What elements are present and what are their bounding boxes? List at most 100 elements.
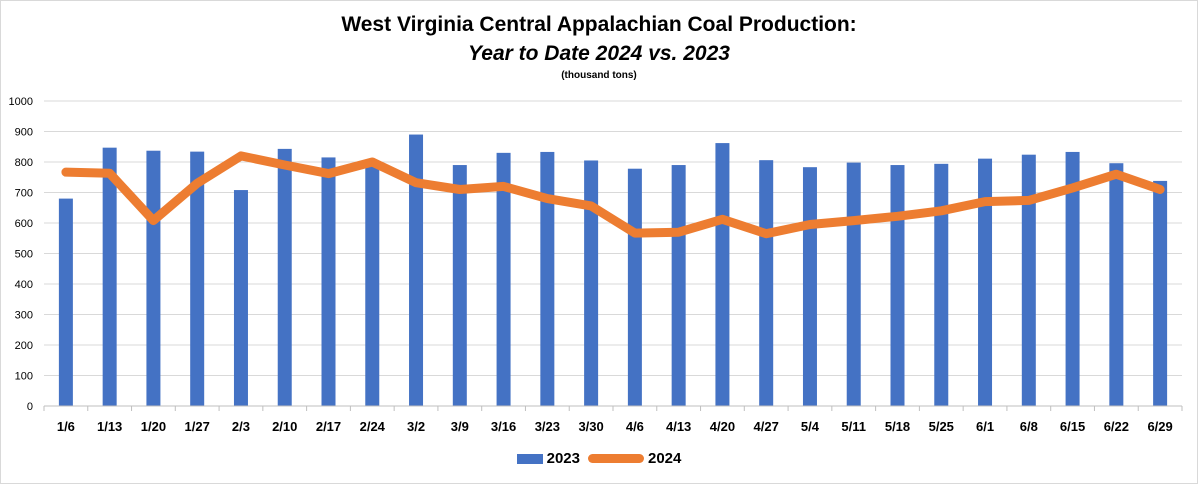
line-2024-path [61, 151, 1165, 239]
bar-2023-2/10 [277, 148, 292, 406]
point-2024-1/13 [109, 172, 111, 174]
bar-2023-4/27 [759, 160, 774, 406]
point-2024-6/22 [1115, 173, 1117, 175]
point-2024-1/20 [152, 220, 154, 222]
bar-2023-3/16 [496, 152, 511, 406]
point-2024-5/11 [853, 220, 855, 222]
point-2024-3/30 [590, 205, 592, 207]
point-2024-6/1 [984, 201, 986, 203]
x-tick-label-6/8: 6/8 [1020, 419, 1038, 434]
legend-label-2023: 2023 [546, 450, 580, 467]
point-2024-5/4 [809, 224, 811, 226]
bar-2023-4/6 [627, 168, 642, 406]
point-2024-2/3 [240, 155, 242, 157]
point-2024-4/13 [678, 231, 680, 233]
x-tick-label-3/2: 3/2 [407, 419, 425, 434]
x-tick-label-3/16: 3/16 [491, 419, 516, 434]
bar-2023-3/30 [584, 160, 599, 406]
y-tick-label-100: 100 [15, 371, 33, 383]
y-tick-label-600: 600 [15, 218, 33, 230]
point-2024-3/23 [546, 198, 548, 200]
bar-2023-2/17 [321, 157, 336, 406]
bar-2023-1/6 [58, 198, 73, 406]
legend-swatch-2024 [588, 454, 644, 463]
y-tick-label-700: 700 [15, 188, 33, 200]
x-axis-ticks: 1/6 1/13 1/20 1/27 2/3 2/10 2/17 2/24 3/2 3/9 3/16… [57, 419, 1173, 434]
point-2024-6/8 [1028, 199, 1030, 201]
x-tick-label-6/1: 6/1 [976, 419, 994, 434]
y-tick-label-400: 400 [15, 279, 33, 291]
point-2024-1/27 [196, 182, 198, 184]
x-tick-label-3/9: 3/9 [451, 419, 469, 434]
y-tick-label-300: 300 [15, 310, 33, 322]
x-tick-label-3/23: 3/23 [535, 419, 560, 434]
bar-2023-3/23 [540, 151, 555, 406]
bar-2023-5/25 [934, 163, 949, 406]
bar-2023-1/20 [146, 150, 161, 406]
x-tick-label-1/20: 1/20 [141, 419, 166, 434]
legend-swatch-2023 [516, 453, 543, 464]
y-tick-label-800: 800 [15, 157, 33, 169]
chart-title: West Virginia Central Appalachian Coal P… [341, 13, 857, 36]
point-2024-6/15 [1072, 187, 1074, 189]
x-tick-label-5/25: 5/25 [929, 419, 954, 434]
bar-2023-5/4 [802, 167, 817, 406]
bar-2023-2/24 [365, 162, 380, 406]
bar-2023-2/3 [233, 190, 248, 406]
chart-subtitle: Year to Date 2024 vs. 2023 [468, 42, 730, 65]
x-tick-label-6/22: 6/22 [1104, 419, 1129, 434]
gridlines [44, 100, 1182, 376]
bar-2023-1/27 [190, 151, 205, 406]
bar-2023-6/29 [1153, 180, 1168, 406]
x-tick-label-1/6: 1/6 [57, 419, 75, 434]
x-tick-label-5/4: 5/4 [801, 419, 820, 434]
bar-2023-1/13 [102, 147, 117, 407]
y-tick-label-0: 0 [27, 401, 33, 413]
x-tick-label-5/11: 5/11 [841, 419, 866, 434]
point-2024-3/9 [459, 188, 461, 190]
point-2024-3/2 [415, 182, 417, 184]
x-tick-label-4/6: 4/6 [626, 419, 644, 434]
bar-2023-6/8 [1021, 154, 1036, 406]
y-tick-label-500: 500 [15, 249, 33, 261]
point-2024-2/17 [328, 173, 329, 175]
x-tick-label-2/24: 2/24 [360, 419, 386, 434]
x-tick-label-5/18: 5/18 [885, 419, 910, 434]
bar-2023-6/15 [1065, 151, 1080, 406]
legend-item-2023: 2023 [516, 450, 580, 467]
x-tick-label-4/13: 4/13 [666, 419, 691, 434]
bar-2023-6/1 [978, 158, 993, 406]
x-tick-label-4/27: 4/27 [754, 419, 779, 434]
point-2024-1/6 [65, 171, 67, 173]
point-2024-5/25 [940, 210, 942, 212]
point-2024-3/16 [503, 185, 505, 187]
line-2024 [61, 151, 1165, 239]
point-2024-2/24 [371, 161, 373, 163]
bars-2023 [58, 134, 1168, 407]
legend-label-2024: 2024 [648, 450, 682, 467]
bar-2023-3/2 [409, 134, 424, 407]
point-2024-5/18 [897, 215, 898, 217]
bar-2023-5/18 [890, 165, 905, 406]
chart-units-note: (thousand tons) [561, 70, 637, 81]
bar-2023-4/13 [671, 165, 686, 406]
x-tick-label-2/10: 2/10 [272, 419, 297, 434]
point-2024-6/29 [1159, 188, 1161, 190]
y-tick-label-200: 200 [15, 340, 33, 352]
bar-2023-4/20 [715, 143, 730, 406]
bar-2023-5/11 [846, 162, 861, 406]
x-tick-label-3/30: 3/30 [578, 419, 603, 434]
point-2024-2/10 [284, 164, 286, 166]
legend: 2023 2024 [0, 450, 1198, 467]
y-tick-label-900: 900 [15, 127, 33, 139]
bar-2023-3/9 [452, 165, 467, 406]
point-2024-4/27 [765, 233, 767, 235]
bar-2023-6/22 [1109, 163, 1124, 406]
x-tick-label-1/13: 1/13 [97, 419, 122, 434]
x-tick-label-4/20: 4/20 [710, 419, 735, 434]
x-tick-label-1/27: 1/27 [185, 419, 210, 434]
point-2024-4/6 [634, 232, 636, 234]
x-axis [43, 405, 1183, 411]
legend-item-2024: 2024 [588, 450, 681, 467]
